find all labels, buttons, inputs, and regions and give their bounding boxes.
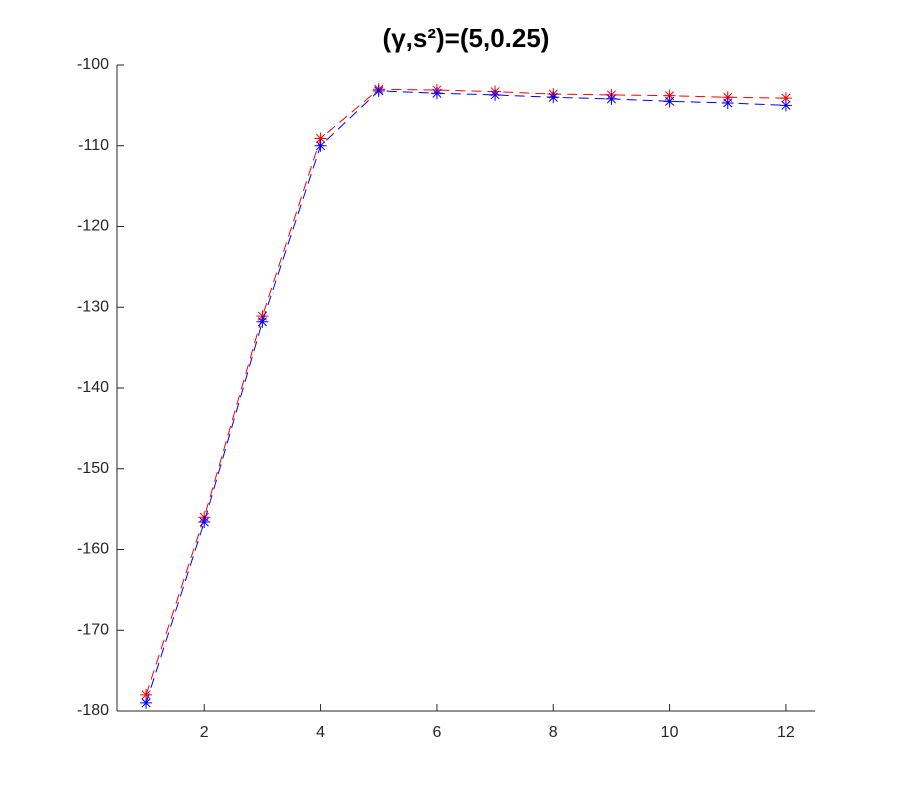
point-marker	[198, 516, 211, 529]
x-tick-label: 12	[777, 724, 795, 741]
series-line	[145, 88, 786, 696]
point-marker	[140, 688, 153, 701]
point-marker	[489, 88, 502, 101]
y-tick-label: -180	[77, 702, 109, 719]
point-marker	[779, 99, 792, 112]
x-tick-label: 6	[432, 724, 441, 741]
y-tick-label: -120	[77, 218, 109, 235]
y-tick-label: -110	[78, 137, 109, 154]
x-tick-label: 8	[549, 724, 558, 741]
x-tick-label: 2	[200, 724, 209, 741]
point-marker	[721, 96, 734, 109]
y-tick-label: -160	[77, 541, 109, 558]
series-line	[145, 90, 786, 704]
y-tick-label: -130	[77, 298, 109, 315]
point-marker	[605, 92, 618, 105]
point-marker	[140, 696, 153, 709]
y-tick-label: -170	[77, 621, 109, 638]
point-marker	[663, 95, 676, 108]
y-tick-label: -150	[77, 460, 109, 477]
x-tick-label: 4	[316, 724, 325, 741]
x-tick-label: 10	[661, 724, 679, 741]
point-marker	[547, 91, 560, 104]
chart-title: (γ,s²)=(5,0.25)	[383, 23, 550, 53]
point-marker	[314, 132, 327, 145]
point-marker	[256, 315, 269, 328]
y-tick-label: -100	[77, 56, 109, 73]
point-marker	[430, 87, 443, 100]
point-marker	[372, 84, 385, 97]
point-marker	[779, 92, 792, 105]
y-tick-label: -140	[77, 379, 109, 396]
point-marker	[314, 139, 327, 152]
